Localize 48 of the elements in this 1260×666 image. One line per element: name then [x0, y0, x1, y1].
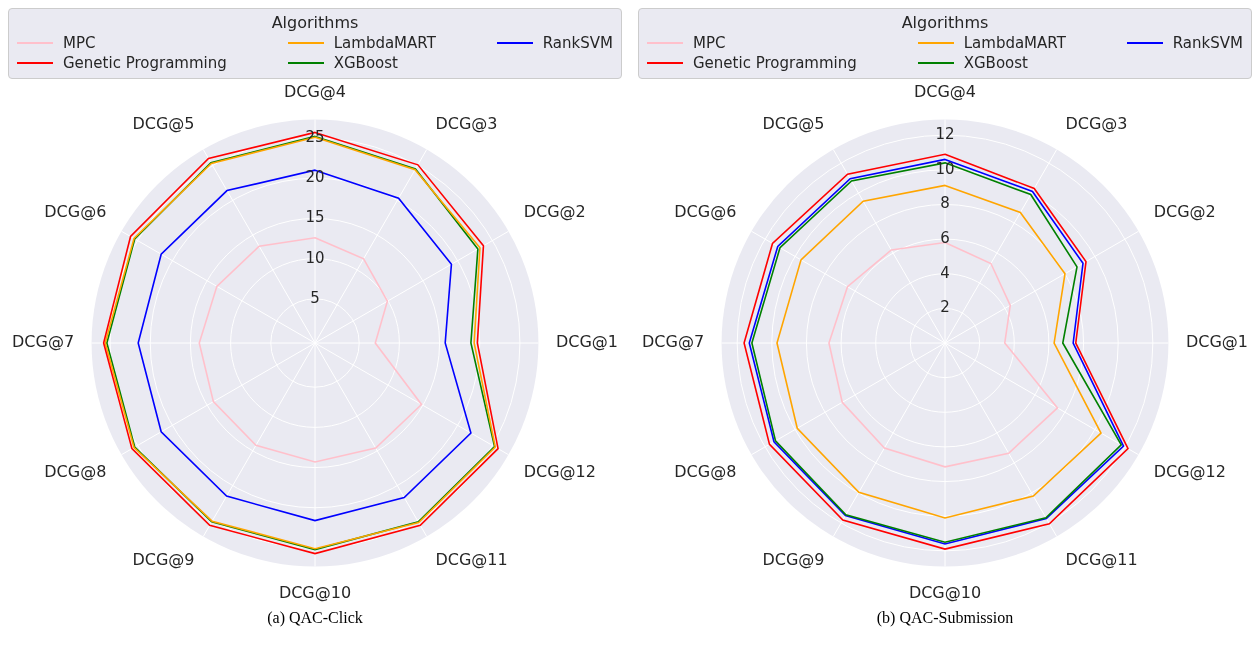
spoke-label: DCG@7 — [11, 332, 75, 352]
spoke-label: DCG@5 — [132, 113, 195, 133]
spoke-label: DCG@6 — [44, 202, 107, 222]
spoke-label: DCG@4 — [283, 81, 347, 101]
spoke-label: DCG@3 — [1065, 113, 1128, 133]
legend-label: LambdaMART — [333, 34, 436, 52]
y-tick-label: 8 — [940, 194, 950, 213]
legend-label: Genetic Programming — [63, 54, 227, 72]
legend-label: RankSVM — [1172, 34, 1243, 52]
legend-label: LambdaMART — [963, 34, 1066, 52]
spoke-label: DCG@8 — [44, 462, 107, 482]
spoke-label: DCG@6 — [674, 202, 737, 222]
y-tick-label: 5 — [310, 288, 320, 307]
spoke-label: DCG@12 — [523, 462, 596, 482]
legend-title: Algorithms — [900, 13, 990, 32]
legend-title: Algorithms — [270, 13, 360, 32]
spoke-label: DCG@11 — [435, 550, 508, 570]
spoke-label: DCG@7 — [641, 332, 705, 352]
spoke-label: DCG@9 — [132, 550, 195, 570]
y-tick-label: 12 — [935, 125, 955, 144]
spoke-label: DCG@3 — [435, 113, 498, 133]
legend-label: MPC — [63, 34, 96, 52]
spoke-label: DCG@2 — [523, 202, 586, 222]
spoke-label: DCG@2 — [1153, 202, 1216, 222]
spoke-label: DCG@1 — [555, 332, 619, 352]
legend-label: Genetic Programming — [693, 54, 857, 72]
spoke-label: DCG@5 — [762, 113, 825, 133]
y-tick-label: 10 — [305, 248, 325, 267]
y-tick-label: 20 — [305, 168, 325, 187]
spoke-label: DCG@10 — [278, 582, 352, 602]
spoke-label: DCG@11 — [1065, 550, 1138, 570]
legend-label: XGBoost — [333, 54, 398, 72]
y-tick-label: 10 — [935, 159, 955, 178]
spoke-label: DCG@10 — [908, 582, 982, 602]
y-tick-label: 15 — [305, 208, 325, 227]
spoke-label: DCG@8 — [674, 462, 737, 482]
legend-label: RankSVM — [542, 34, 613, 52]
y-tick-label: 2 — [940, 298, 950, 317]
y-tick-label: 6 — [940, 228, 950, 247]
legend-label: MPC — [693, 34, 726, 52]
spoke-label: DCG@12 — [1153, 462, 1226, 482]
legend-label: XGBoost — [963, 54, 1028, 72]
y-tick-label: 4 — [940, 263, 950, 282]
text: (a) QAC-Click — [266, 609, 364, 627]
spoke-label: DCG@9 — [762, 550, 825, 570]
spoke-label: DCG@4 — [913, 81, 977, 101]
text: (b) QAC-Submission — [875, 609, 1015, 627]
spoke-label: DCG@1 — [1185, 332, 1249, 352]
